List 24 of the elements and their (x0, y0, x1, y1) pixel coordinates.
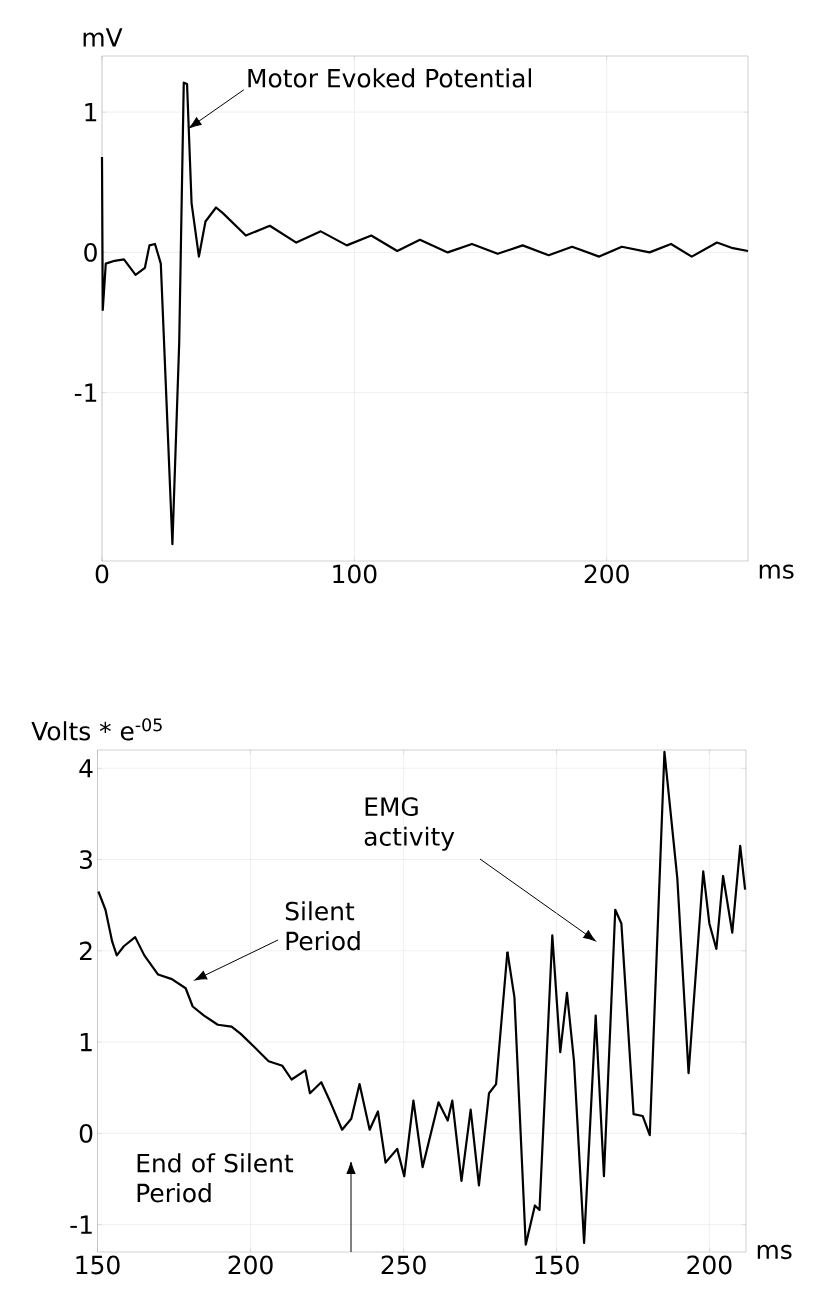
x-tick-label: 200 (228, 1255, 273, 1275)
y-tick-label: 0 (84, 242, 97, 262)
y-axis-title: Volts * e$^{-05}$ (31, 718, 162, 741)
annotation: Motor Evoked Potential (248, 68, 531, 88)
y-tick-label: 4 (79, 759, 93, 778)
x-axis-title: ms (759, 564, 794, 579)
x-axis-title: ms (757, 1244, 792, 1260)
y-tick-label: 1 (80, 1033, 92, 1052)
annotation: Silent Period (285, 901, 360, 951)
x-tick-label: 150 (535, 1255, 579, 1275)
y-tick-label: 1 (85, 103, 97, 122)
annotation: EMG activity (364, 797, 455, 851)
x-tick-label: 100 (333, 564, 377, 584)
y-axis-title: mV (83, 28, 123, 47)
y-tick-label: -1 (70, 1215, 92, 1234)
y-tick-label: 2 (79, 941, 92, 961)
x-tick-label: 250 (381, 1255, 426, 1275)
y-tick-label: -1 (74, 383, 97, 402)
y-tick-label: 0 (79, 1123, 93, 1143)
x-tick-label: 200 (584, 564, 629, 584)
x-tick-label: 150 (76, 1255, 120, 1275)
x-tick-label: 200 (687, 1255, 732, 1275)
annotation: End of Silent Period (137, 1153, 294, 1203)
y-tick-label: 3 (80, 850, 92, 869)
